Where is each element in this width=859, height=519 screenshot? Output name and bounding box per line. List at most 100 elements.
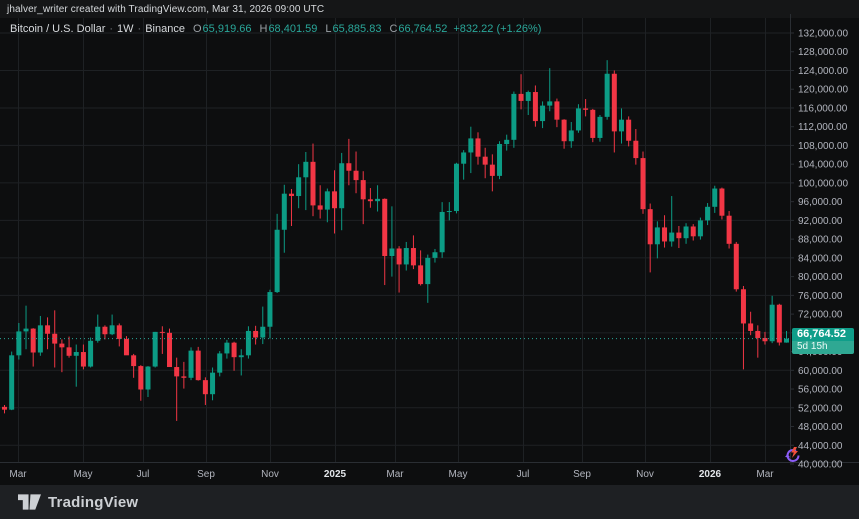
time-axis-label: Sep — [197, 469, 215, 480]
current-price-value: 66,764.52 — [792, 328, 854, 341]
tradingview-logo[interactable]: TradingView — [18, 494, 138, 511]
price-axis-label: 108,000.00 — [798, 141, 848, 152]
price-axis-label: 92,000.00 — [798, 216, 843, 227]
candle-up — [217, 353, 223, 373]
symbol-legend[interactable]: Bitcoin / U.S. Dollar · 1W · Binance O 6… — [10, 22, 541, 36]
open-value: 65,919.66 — [202, 23, 252, 35]
candle-down — [195, 350, 201, 381]
candle-down — [317, 205, 323, 210]
candle-down — [174, 367, 180, 377]
symbol-name[interactable]: Bitcoin / U.S. Dollar — [10, 23, 106, 35]
candlestick-chart[interactable]: 40,000.00 44,000.00 48,000.00 52,000.00 56,0… — [0, 0, 859, 485]
candle-up — [697, 220, 703, 237]
candle-down — [626, 119, 632, 141]
candle-up — [461, 152, 467, 164]
price-axis-label: 132,000.00 — [798, 29, 848, 40]
candle-down — [583, 108, 589, 110]
time-axis-year-label: 2025 — [324, 469, 347, 480]
time-axis-label: May — [449, 469, 468, 480]
candle-up — [267, 292, 273, 327]
candle-down — [532, 92, 538, 122]
candle-down — [332, 191, 338, 209]
candle-up — [468, 138, 474, 153]
price-axis-label: 44,000.00 — [798, 441, 843, 452]
candle-down — [116, 325, 122, 339]
candle-down — [102, 326, 108, 335]
candle-down — [66, 347, 72, 356]
candle-up — [274, 229, 280, 293]
time-axis-label: Jul — [137, 469, 150, 480]
price-scale[interactable]: 40,000.00 44,000.00 48,000.00 52,000.00 56,0… — [790, 29, 848, 471]
change-value: +832.22 (+1.26%) — [453, 23, 542, 35]
candle-up — [389, 248, 395, 256]
price-axis-label: 40,000.00 — [798, 460, 843, 471]
candle-up — [260, 326, 266, 338]
candle-down — [52, 333, 58, 344]
candle-down — [633, 140, 639, 159]
legend-separator: · — [109, 23, 114, 35]
candle-down — [755, 330, 761, 338]
price-axis-label: 56,000.00 — [798, 385, 843, 396]
candle-up — [504, 139, 510, 145]
close-label: C — [389, 23, 398, 35]
candle-up — [152, 331, 158, 367]
time-axis-label: Mar — [9, 469, 27, 480]
candle-up — [303, 161, 309, 178]
candle-up — [547, 101, 553, 106]
candle-down — [748, 323, 754, 331]
candle-up — [245, 330, 251, 356]
candle-down — [123, 338, 129, 356]
candle-down — [611, 73, 617, 132]
candle-down — [288, 193, 294, 197]
candle-up — [604, 73, 610, 117]
candle-up — [88, 340, 94, 367]
candle-up — [712, 188, 718, 207]
candle-down — [489, 164, 495, 176]
candle-down — [554, 101, 560, 120]
low-value: 65,885.83 — [332, 23, 382, 35]
candle-up — [446, 211, 452, 213]
interval-label[interactable]: 1W — [117, 23, 134, 35]
candle-up — [145, 366, 151, 390]
candle-up — [403, 248, 409, 265]
candle-up — [339, 163, 345, 209]
candle-up — [296, 177, 302, 197]
candle-down — [45, 325, 51, 334]
candle-down — [59, 343, 65, 348]
candle-down — [662, 227, 668, 242]
candle-up — [109, 325, 115, 335]
candle-down — [231, 342, 237, 358]
candle-up — [23, 328, 29, 332]
exchange-label: Binance — [145, 23, 185, 35]
time-axis-label: Jul — [517, 469, 530, 480]
price-axis-label: 112,000.00 — [798, 122, 848, 133]
candle-up — [683, 226, 689, 239]
tradingview-logo-text: TradingView — [48, 493, 139, 511]
price-axis-label: 52,000.00 — [798, 403, 843, 414]
candle-down — [640, 158, 646, 210]
high-value: 68,401.59 — [268, 23, 318, 35]
time-axis-label: Nov — [261, 469, 279, 480]
candle-up — [783, 338, 789, 343]
candle-up — [453, 163, 459, 212]
candle-down — [733, 243, 739, 290]
time-scale[interactable]: Mar May Jul Sep Nov 2025 Mar May Jul Sep Nov 2026 Ma… — [9, 469, 774, 480]
candle-down — [360, 180, 366, 200]
candle-up — [16, 331, 22, 356]
candle-down — [202, 380, 208, 395]
candle-up — [95, 326, 101, 341]
candle-up — [618, 119, 624, 132]
price-axis-label: 96,000.00 — [798, 197, 843, 208]
candle-down — [518, 93, 524, 101]
candle-down — [776, 304, 782, 343]
attribution-text: jhalver_writer created with TradingView.… — [7, 3, 325, 15]
candle-up — [654, 227, 660, 245]
candle-up — [9, 355, 15, 410]
footer-bar: TradingView — [0, 485, 859, 519]
legend-separator: · — [137, 23, 142, 35]
candle-down — [346, 163, 352, 171]
price-axis-label: 100,000.00 — [798, 178, 848, 189]
tradingview-logo-icon — [18, 494, 41, 510]
candle-down — [726, 215, 732, 244]
price-axis-label: 104,000.00 — [798, 160, 848, 171]
